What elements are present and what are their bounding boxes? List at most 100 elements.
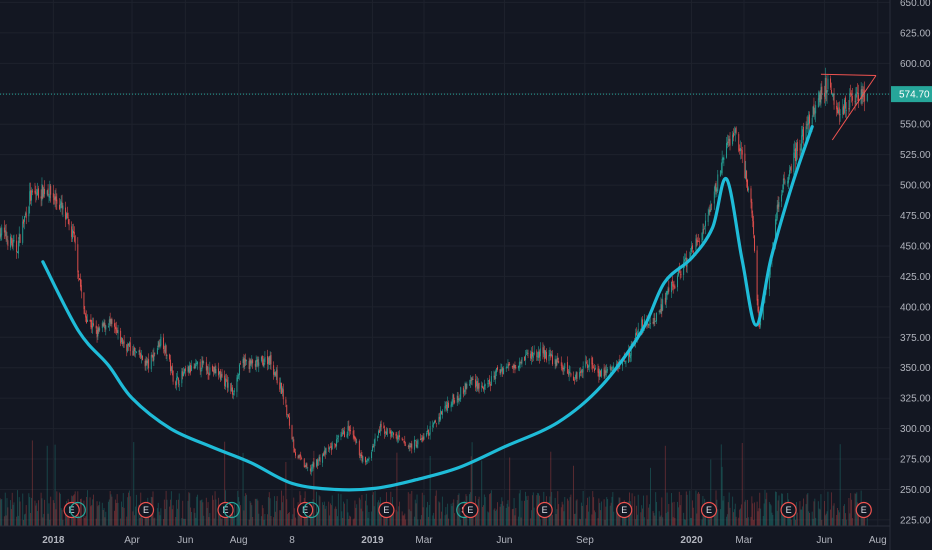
volume-bar bbox=[93, 494, 94, 526]
volume-bar bbox=[322, 502, 324, 526]
candle-body bbox=[85, 314, 87, 318]
x-tick-label: Jun bbox=[496, 535, 512, 546]
candle-body bbox=[56, 199, 58, 204]
candle-body bbox=[30, 190, 32, 201]
volume-bar bbox=[319, 496, 321, 526]
volume-bar bbox=[233, 503, 235, 526]
volume-bar bbox=[581, 505, 583, 526]
volume-bar bbox=[92, 499, 94, 526]
volume-bar bbox=[460, 519, 462, 526]
candle-body bbox=[28, 206, 30, 217]
volume-bar bbox=[372, 492, 374, 526]
volume-bar bbox=[202, 502, 204, 526]
candle-body bbox=[539, 348, 541, 357]
volume-bar bbox=[734, 503, 736, 526]
volume-bar bbox=[258, 513, 260, 526]
volume-bar bbox=[711, 510, 713, 526]
candle-body bbox=[101, 322, 103, 329]
volume-bar bbox=[367, 517, 369, 526]
volume-bar bbox=[295, 517, 296, 526]
candle-body bbox=[665, 292, 667, 303]
volume-bar bbox=[495, 510, 497, 526]
volume-bar bbox=[476, 510, 477, 526]
candle-body bbox=[587, 365, 589, 368]
volume-bar bbox=[508, 506, 510, 526]
earnings-marker bbox=[780, 501, 797, 519]
candle-body bbox=[6, 239, 8, 241]
volume-bar bbox=[824, 515, 826, 526]
volume-bar bbox=[267, 514, 268, 526]
candle-body bbox=[184, 368, 186, 372]
candle-body bbox=[335, 444, 337, 447]
price-axis[interactable]: 225.00 250.00 275.00 300.00 325.00 350.00 375.… bbox=[900, 0, 931, 526]
candle-body bbox=[732, 134, 734, 145]
candle-body bbox=[239, 363, 241, 365]
candle-body bbox=[66, 212, 68, 218]
candle-body bbox=[593, 367, 595, 369]
volume-bar bbox=[756, 501, 758, 526]
candle-body bbox=[505, 367, 507, 369]
candle-body bbox=[43, 188, 45, 197]
volume-bar bbox=[470, 456, 472, 526]
candle-body bbox=[831, 94, 833, 96]
candle-body bbox=[194, 364, 196, 369]
volume-bar bbox=[839, 444, 841, 526]
volume-bar bbox=[640, 512, 642, 526]
volume-bar bbox=[274, 496, 275, 526]
volume-bar bbox=[193, 508, 195, 526]
volume-bar bbox=[368, 511, 370, 526]
candle-body bbox=[544, 349, 546, 359]
volume-bar bbox=[525, 496, 527, 526]
candle-body bbox=[121, 338, 123, 344]
volume-bar bbox=[458, 493, 460, 526]
volume-bar bbox=[662, 517, 664, 526]
candle-body bbox=[543, 349, 545, 355]
volume-bar bbox=[472, 516, 474, 526]
candle-body bbox=[383, 426, 385, 429]
candle-body bbox=[95, 325, 97, 329]
candle-body bbox=[93, 323, 94, 326]
candle-body bbox=[744, 153, 746, 179]
earnings-marker-label: E bbox=[69, 505, 75, 515]
candle-body bbox=[478, 382, 480, 389]
candle-body bbox=[356, 441, 358, 443]
volume-bar bbox=[288, 512, 289, 526]
candle-body bbox=[848, 108, 850, 110]
candle-body bbox=[585, 361, 587, 367]
candle-body bbox=[538, 351, 539, 358]
volume-bar bbox=[270, 515, 272, 526]
candle-body bbox=[184, 368, 185, 374]
volume-bar bbox=[588, 496, 590, 526]
candle-body bbox=[580, 369, 582, 373]
candle-body bbox=[805, 126, 807, 141]
volume-bar bbox=[122, 493, 124, 526]
volume-bar bbox=[617, 511, 619, 526]
volume-bar bbox=[347, 512, 349, 526]
earnings-marker-label: E bbox=[143, 505, 149, 515]
candle-body bbox=[588, 358, 590, 367]
volume-bar bbox=[194, 512, 196, 526]
volume-bar bbox=[133, 442, 135, 526]
candle-body bbox=[368, 457, 370, 460]
volume-bar bbox=[557, 491, 559, 526]
candle-body bbox=[89, 319, 91, 321]
volume-bar bbox=[37, 511, 39, 526]
volume-bar bbox=[268, 492, 270, 526]
volume-bar bbox=[719, 509, 721, 526]
volume-bar bbox=[603, 499, 605, 526]
y-tick-label: 375.00 bbox=[900, 333, 931, 344]
candle-body bbox=[735, 127, 737, 133]
volume-bar bbox=[29, 497, 31, 526]
candle-body bbox=[818, 92, 820, 100]
time-axis[interactable]: 2018 Apr Jun Aug 8 2019 Mar Jun Sep 2020 Mar Jun Aug bbox=[42, 535, 886, 546]
volume-bar bbox=[335, 506, 337, 526]
volume-bar bbox=[497, 502, 498, 526]
candle-body bbox=[733, 134, 735, 136]
volume-bar bbox=[851, 518, 853, 526]
volume-bar bbox=[697, 493, 699, 526]
earnings-marker-label: E bbox=[621, 505, 627, 515]
volume-bar bbox=[726, 514, 728, 526]
candle-body bbox=[270, 355, 272, 365]
volume-bar bbox=[665, 513, 667, 526]
